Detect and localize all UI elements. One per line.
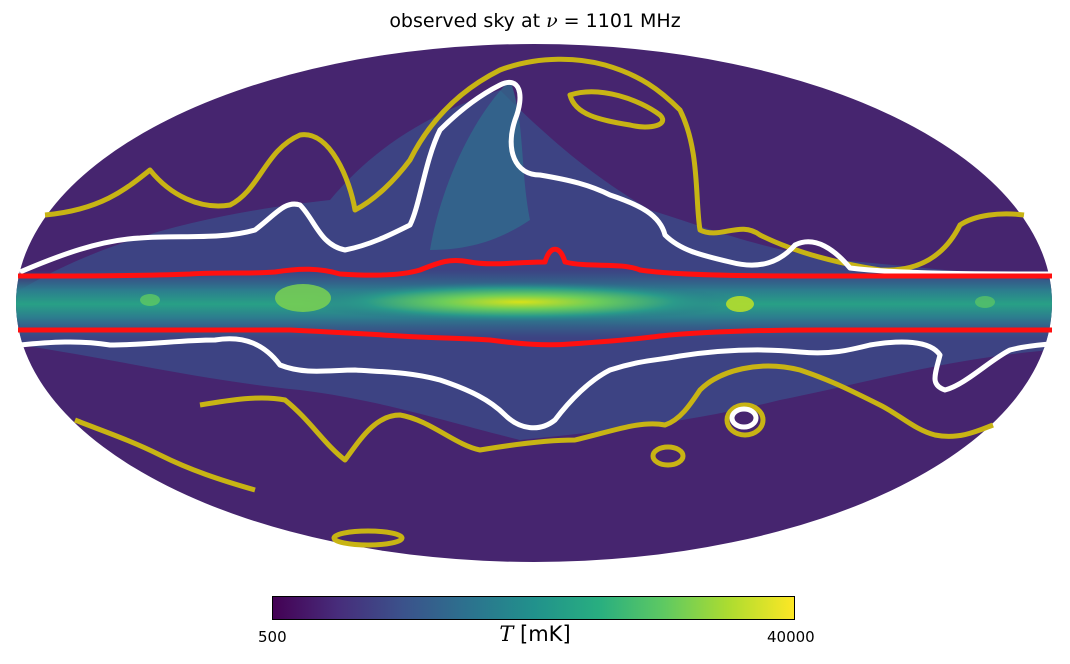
outer-contour-south	[74, 417, 256, 493]
galactic-center-glow	[300, 282, 740, 322]
middle-contours	[19, 80, 1051, 431]
outer-contour-north-loop	[567, 89, 665, 130]
cygnus-region	[275, 284, 331, 312]
outer-contour-south-main	[199, 363, 994, 463]
middle-contour-south	[19, 336, 1051, 431]
plot-title: observed sky at ν = 1101 MHz	[389, 10, 681, 32]
middle-contour-island	[729, 406, 759, 430]
inner-contour-south	[18, 327, 1052, 348]
colorbar-min-label: 500	[258, 628, 287, 646]
middle-contour-north	[19, 80, 1051, 277]
mollweide-sky-map	[16, 44, 1052, 562]
outer-contour-island	[724, 402, 766, 438]
colorbar	[272, 596, 795, 620]
outer-contour-island	[650, 444, 686, 468]
bright-spot	[140, 294, 160, 306]
inner-contour-north	[17, 246, 1052, 279]
north-spur	[430, 80, 530, 250]
bright-spot	[726, 296, 754, 312]
colorbar-max-label: 40000	[767, 628, 815, 646]
outer-contour-north	[44, 56, 1025, 273]
outer-contour-island	[331, 528, 405, 548]
colorbar-axis-label: T [mK]	[499, 622, 571, 646]
bright-spot	[975, 296, 995, 308]
inner-contours	[17, 246, 1052, 348]
outer-contours	[44, 56, 1025, 548]
colorbar-gradient	[273, 597, 794, 619]
